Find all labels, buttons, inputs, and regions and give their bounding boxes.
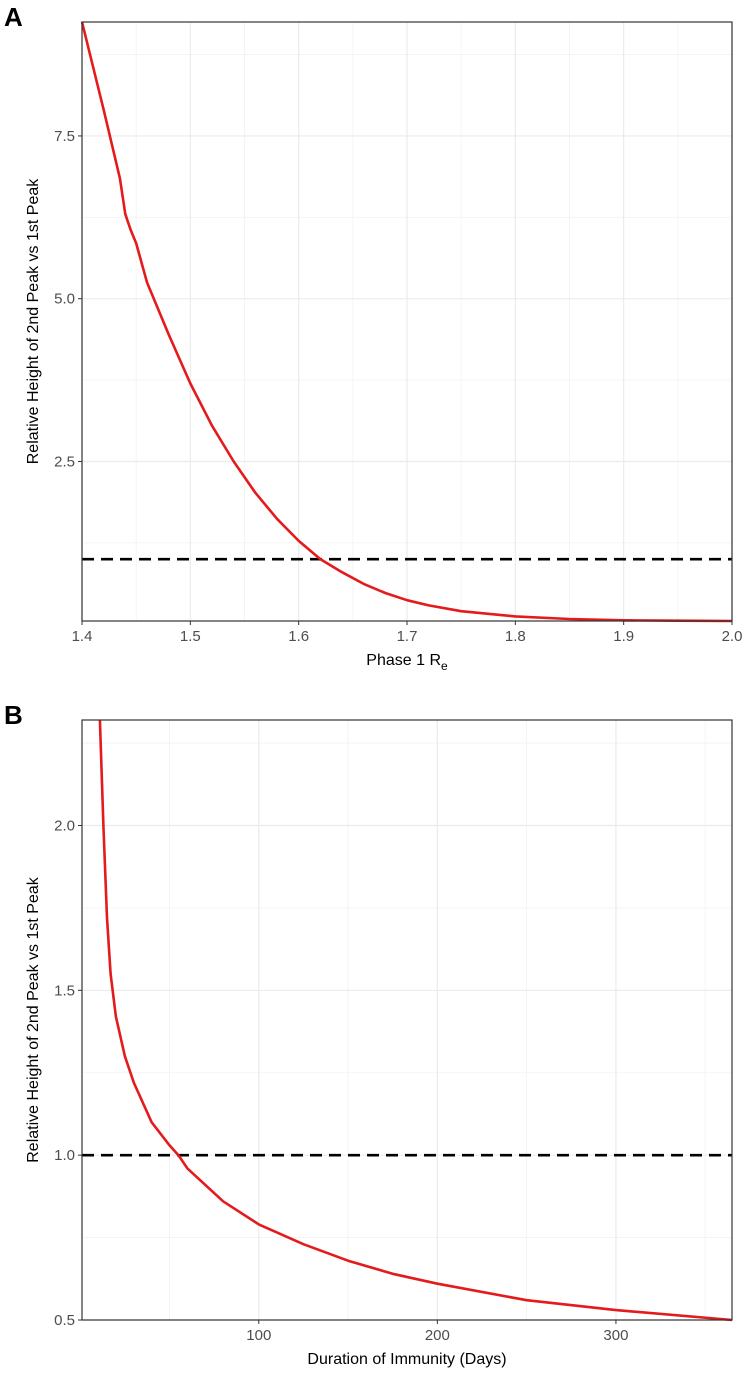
panel-a-series-line <box>80 21 733 623</box>
panel-a-y-tick-label: 7.5 <box>54 128 75 145</box>
panel-b-x-axis-title: Duration of Immunity (Days) <box>307 1351 506 1368</box>
panel-b-border <box>81 719 733 1321</box>
panel-b-y-tick-label: 1.0 <box>54 1147 75 1164</box>
panel-b-x-tick-label: 200 <box>425 1327 450 1344</box>
panel-a-y-tick-label: 2.5 <box>54 453 75 470</box>
panel-b-y-tick-label: 0.5 <box>54 1312 75 1329</box>
panel-a-x-tick-label: 1.8 <box>505 628 526 645</box>
panel-label-a: A <box>4 2 23 32</box>
panel-a-x-tick-label: 1.5 <box>180 628 201 645</box>
panel-b-y-tick-label: 2.0 <box>54 817 75 834</box>
panel-b-plot: 100 200 300 0.5 1.0 1.5 2.0 Duration of Immunit… <box>25 719 733 1368</box>
panel-a-y-tick-label: 5.0 <box>54 291 75 308</box>
panel-a-x-tick-label: 1.6 <box>288 628 309 645</box>
panel-b-x-tick-label: 300 <box>603 1327 628 1344</box>
panel-a-x-axis-title-main: Phase 1 R <box>366 652 441 669</box>
panel-b-x-tick-label: 100 <box>246 1327 271 1344</box>
panel-b-series-line <box>98 719 733 1322</box>
panel-a-x-tick-label: 2.0 <box>722 628 743 645</box>
panel-a-y-axis-title: Relative Height of 2nd Peak vs 1st Peak <box>25 178 42 464</box>
panel-a-x-tick-label: 1.9 <box>613 628 634 645</box>
panel-a-x-axis-title: Phase 1 Re <box>366 652 448 673</box>
panel-a-x-axis-title-subscript: e <box>441 659 448 673</box>
panel-b-y-axis-title: Relative Height of 2nd Peak vs 1st Peak <box>25 876 42 1162</box>
panel-a-x-tick-label: 1.7 <box>397 628 418 645</box>
panel-b-y-tick-label: 1.5 <box>54 982 75 999</box>
panel-a-plot: 1.4 1.5 1.6 1.7 1.8 1.9 2.0 2.5 5.0 7.5 Phase 1 Re… <box>25 21 743 673</box>
panel-a-x-tick-label: 1.4 <box>72 628 93 645</box>
panel-label-b: B <box>4 700 23 730</box>
